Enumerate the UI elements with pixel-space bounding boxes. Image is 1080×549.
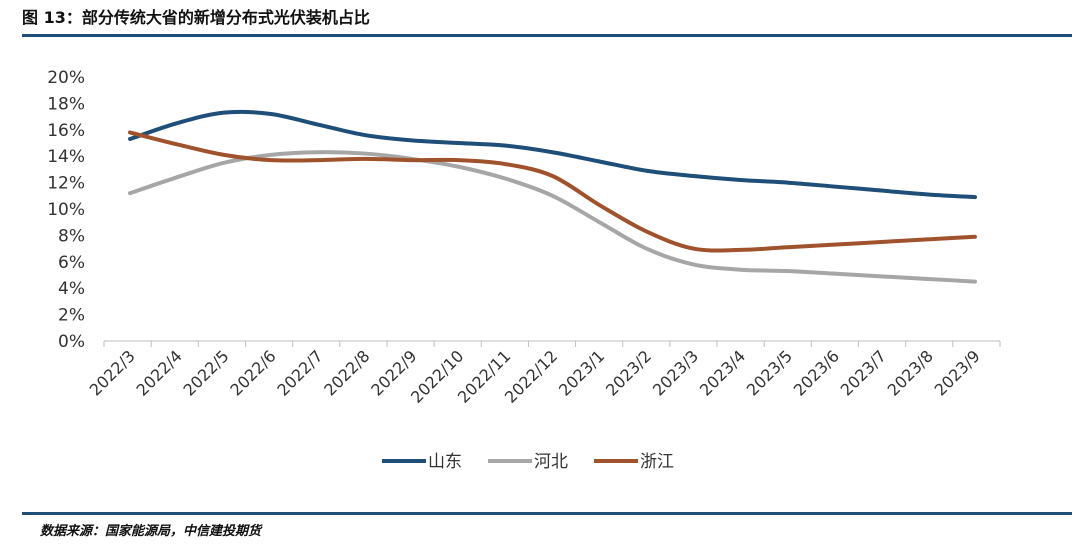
x-tick-label: 2023/4 <box>696 346 749 399</box>
legend: 山东 河北 浙江 <box>382 452 674 472</box>
source-note: 数据来源：国家能源局，中信建投期货 <box>40 520 261 539</box>
y-tick-label: 14% <box>47 147 85 167</box>
legend-label: 浙江 <box>640 452 674 472</box>
y-tick-label: 2% <box>58 306 85 326</box>
x-tick-label: 2022/5 <box>179 346 232 399</box>
x-tick-label: 2022/3 <box>86 346 139 399</box>
series-line-2 <box>130 152 975 281</box>
series-line-1 <box>130 112 975 197</box>
x-tick-label: 2022/7 <box>273 346 326 399</box>
x-tick-label: 2023/2 <box>602 346 655 399</box>
y-tick-label: 20% <box>47 68 85 88</box>
line-chart: 0%2%4%6%8%10%12%14%16%18%20% 2022/32022/… <box>0 40 1080 510</box>
series-line-3 <box>130 132 975 250</box>
x-tick-label: 2023/5 <box>743 346 796 399</box>
y-tick-label: 6% <box>58 253 85 273</box>
x-tick-label: 2023/3 <box>649 346 702 399</box>
bottom-divider <box>22 512 1072 515</box>
x-tick-label: 2023/7 <box>837 346 890 399</box>
x-tick-label: 2022/6 <box>226 346 279 399</box>
x-tick-label: 2023/9 <box>931 346 984 399</box>
y-tick-label: 16% <box>47 121 85 141</box>
chart-title: 图 13：部分传统大省的新增分布式光伏装机占比 <box>22 6 1072 30</box>
x-tick-label: 2022/8 <box>320 346 373 399</box>
y-tick-label: 8% <box>58 226 85 246</box>
y-tick-label: 10% <box>47 200 85 220</box>
top-divider <box>22 34 1072 37</box>
legend-label: 山东 <box>428 452 462 472</box>
y-axis: 0% 2% 4% 6% 8% 10% 12% 14% 16% 18% 20% <box>47 68 85 352</box>
y-tick-label: 18% <box>47 94 85 114</box>
legend-label: 河北 <box>534 452 568 472</box>
y-tick-label: 0% <box>58 332 85 352</box>
y-tick-label: 12% <box>47 174 85 194</box>
x-tick-label: 2023/6 <box>790 346 843 399</box>
chart-header: 图 13：部分传统大省的新增分布式光伏装机占比 <box>22 6 1072 36</box>
x-tick-label: 2022/4 <box>133 346 186 399</box>
x-tick-label: 2023/8 <box>884 346 937 399</box>
x-axis: 2022/32022/42022/52022/62022/72022/82022… <box>86 341 1000 407</box>
series-layer <box>130 112 975 282</box>
x-tick-label: 2023/1 <box>555 346 608 399</box>
y-tick-label: 4% <box>58 279 85 299</box>
